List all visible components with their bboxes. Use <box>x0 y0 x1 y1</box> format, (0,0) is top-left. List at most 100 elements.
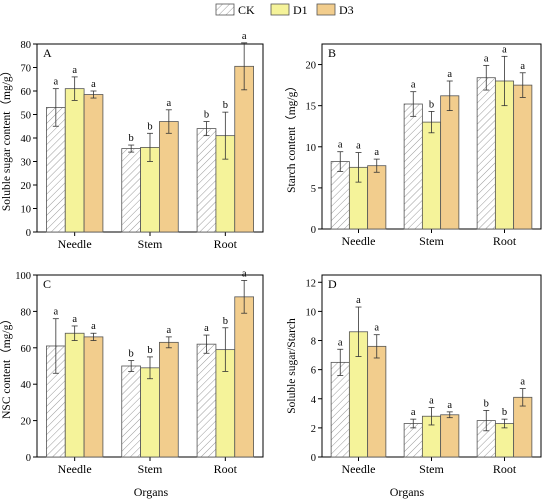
panel-letter: B <box>328 46 336 60</box>
y-tick-label: 5 <box>311 184 316 195</box>
significance-letter: a <box>242 268 247 279</box>
y-axis-title: Soluble sugar/Starch <box>286 318 298 414</box>
bar-d3 <box>83 336 104 458</box>
legend-label-d1: D1 <box>293 3 308 17</box>
significance-letter: a <box>166 325 171 336</box>
y-tick-label: 0 <box>26 453 31 464</box>
significance-letter: a <box>53 77 58 88</box>
panel-c: 0 20 40 60 80 100 NSC content（mg/g） C Needle a a a S… <box>0 268 264 476</box>
significance-letter: a <box>484 53 489 64</box>
panel-letter: C <box>43 277 51 291</box>
significance-letter: a <box>520 61 525 72</box>
x-tick-label: Needle <box>58 462 92 476</box>
bar-d3 <box>367 165 387 230</box>
y-tick-label: 20 <box>306 61 317 72</box>
bar-ck <box>196 343 217 458</box>
significance-letter: a <box>204 323 209 334</box>
significance-letter: a <box>502 44 507 55</box>
significance-letter: b <box>502 407 507 418</box>
significance-letter: a <box>356 141 361 152</box>
bar-d3 <box>234 65 254 233</box>
bar-ck <box>403 423 423 458</box>
legend: CK D1 D3 <box>215 3 354 17</box>
bar-d1 <box>140 367 160 458</box>
x-tick-label: Stem <box>138 237 163 251</box>
bar-d1 <box>64 332 85 458</box>
y-axis-title: Soluble sugar content（mg/g） <box>0 65 13 211</box>
x-tick-label: Stem <box>419 234 444 248</box>
legend-label-ck: CK <box>238 3 255 17</box>
legend-item-d1: D1 <box>270 3 308 17</box>
y-tick-label: 2 <box>311 424 316 435</box>
legend-label-d3: D3 <box>339 3 354 17</box>
significance-letter: a <box>338 140 343 151</box>
y-tick-label: 50 <box>21 111 32 122</box>
significance-letter: b <box>204 110 209 121</box>
x-tick-label: Needle <box>342 234 376 248</box>
bar-ck <box>476 77 496 230</box>
x-tick-label: Needle <box>58 237 92 251</box>
y-tick-label: 60 <box>21 87 32 98</box>
significance-letter: a <box>447 400 452 411</box>
bar-d3 <box>234 296 254 458</box>
legend-item-ck: CK <box>215 3 255 17</box>
bar-ck <box>121 148 141 233</box>
x-tick-label: Root <box>214 237 238 251</box>
bar-d3 <box>513 84 533 230</box>
significance-letter: a <box>429 395 434 406</box>
bar-d3 <box>159 121 179 233</box>
y-tick-label: 20 <box>21 181 32 192</box>
significance-letter: a <box>374 323 379 334</box>
y-tick-label: 40 <box>21 380 32 391</box>
significance-letter: b <box>429 99 434 110</box>
y-tick-label: 100 <box>15 271 31 282</box>
y-tick-label: 40 <box>21 134 32 145</box>
bar-d1 <box>421 121 442 230</box>
significance-letter: b <box>223 316 228 327</box>
x-tick-label: Needle <box>342 462 376 476</box>
bar-d3 <box>440 95 460 230</box>
bar-ck <box>330 361 350 458</box>
panel-letter: D <box>328 277 337 291</box>
significance-letter: a <box>72 314 77 325</box>
y-tick-label: 70 <box>21 64 32 75</box>
x-tick-label: Stem <box>419 462 444 476</box>
bar-ck <box>196 128 217 233</box>
y-tick-label: 30 <box>21 158 32 169</box>
significance-letter: a <box>53 307 58 318</box>
significance-letter: b <box>147 121 152 132</box>
y-tick-label: 6 <box>311 366 316 377</box>
panel-d: 0 2 4 6 8 10 12 Soluble sugar/Starch D Needle a a a S… <box>286 274 542 476</box>
y-tick-label: 0 <box>26 228 31 239</box>
x-tick-label: Root <box>493 462 517 476</box>
y-axis-title: NSC content（mg/g） <box>0 313 13 419</box>
panel-b: 0 5 10 15 20 Starch content（mg/g） B Needle a a a St… <box>285 43 542 248</box>
significance-letter: a <box>242 31 247 42</box>
bar-d3 <box>83 94 104 233</box>
bar-ck <box>403 103 423 230</box>
panel-a: 0 10 20 30 40 50 60 70 80 Soluble sugar content（m… <box>0 31 264 251</box>
bar-d3 <box>440 414 460 458</box>
significance-letter: a <box>72 65 77 76</box>
y-tick-label: 15 <box>306 102 317 113</box>
bar-ck <box>121 365 141 458</box>
legend-swatch-d3 <box>316 3 336 16</box>
legend-item-d3: D3 <box>316 3 354 17</box>
bar-d1 <box>64 88 85 233</box>
bar-d3 <box>159 341 179 458</box>
significance-letter: a <box>411 407 416 418</box>
y-tick-label: 60 <box>21 344 32 355</box>
y-axis-title: Starch content（mg/g） <box>285 80 298 193</box>
y-tick-label: 10 <box>306 143 317 154</box>
y-tick-label: 10 <box>21 205 32 216</box>
significance-letter: a <box>356 295 361 306</box>
significance-letter: a <box>374 147 379 158</box>
significance-letter: b <box>129 133 134 144</box>
y-tick-label: 10 <box>306 307 317 318</box>
bar-d1 <box>494 423 515 458</box>
significance-letter: a <box>91 321 96 332</box>
significance-letter: a <box>447 69 452 80</box>
significance-letter: b <box>147 345 152 356</box>
y-tick-label: 0 <box>311 453 316 464</box>
